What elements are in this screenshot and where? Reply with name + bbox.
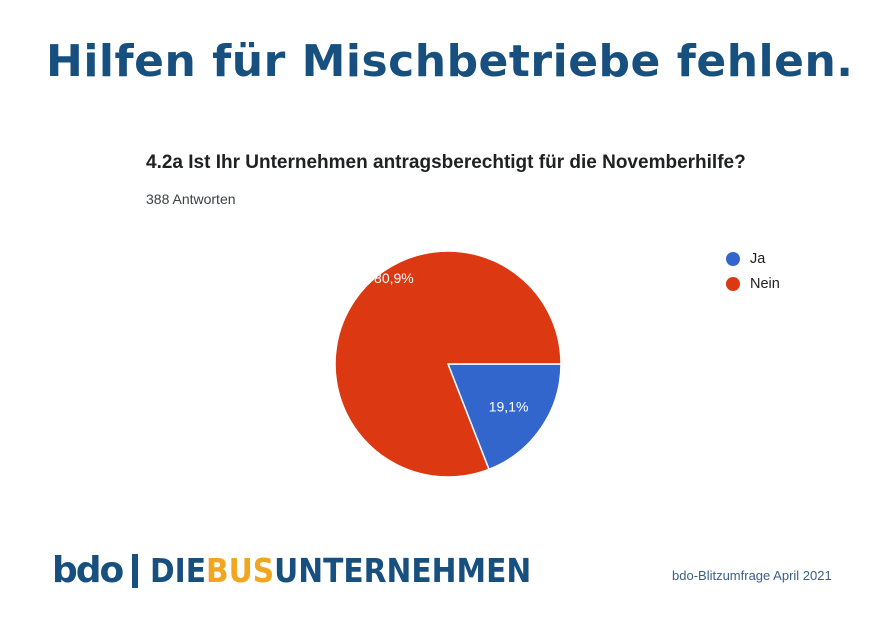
chart-card: 4.2a Ist Ihr Unternehmen antragsberechti… [130, 130, 830, 510]
logo-separator [132, 553, 139, 588]
logo-word-bus: BUS [206, 551, 275, 590]
legend-label-nein: Nein [750, 275, 780, 292]
chart-title: 4.2a Ist Ihr Unternehmen antragsberechti… [146, 152, 746, 173]
legend-swatch-nein [726, 276, 740, 291]
page-headline: Hilfen für Mischbetriebe fehlen. [46, 36, 854, 87]
legend-label-ja: Ja [750, 250, 766, 267]
logo-word-die: DIE [150, 551, 207, 590]
pie-slice-ja[interactable] [446, 363, 562, 471]
response-count: 388 Antworten [146, 191, 236, 207]
pie-label-nein: 80,9% [374, 270, 414, 286]
pie-chart: 19,1% 80,9% [334, 250, 562, 478]
company-logo: bdo DIEBUSUNTERNEHMEN [52, 550, 574, 591]
pie-slice-nein[interactable] [334, 250, 562, 478]
source-note: bdo-Blitzumfrage April 2021 [672, 568, 832, 583]
legend-item-ja[interactable]: Ja [726, 246, 780, 271]
chart-legend: Ja Nein [726, 246, 780, 296]
logo-wordmark: DIEBUSUNTERNEHMEN [150, 551, 531, 590]
legend-item-nein[interactable]: Nein [726, 271, 780, 296]
logo-mark: bdo [52, 550, 124, 591]
legend-swatch-ja [726, 251, 740, 266]
logo-word-unternehmen: UNTERNEHMEN [274, 551, 532, 590]
pie-label-ja: 19,1% [489, 399, 529, 415]
